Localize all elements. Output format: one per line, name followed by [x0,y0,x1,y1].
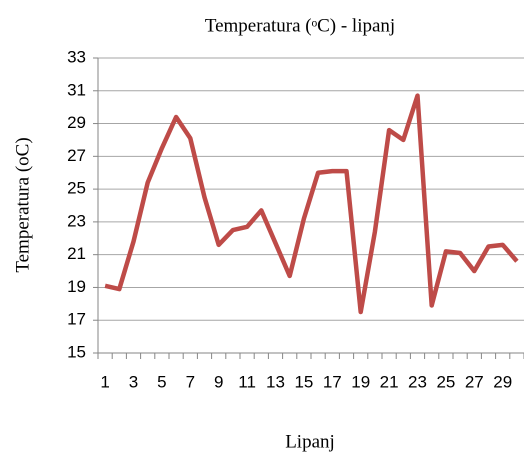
x-tick-label: 5 [157,372,166,391]
y-tick-label: 27 [67,146,86,165]
x-tick-label: 3 [129,372,138,391]
x-tick-label: 25 [436,372,455,391]
x-tick-label: 1 [100,372,109,391]
y-axis-label: Temperatura (oC) [12,137,33,272]
x-tick-label: 11 [238,372,256,391]
y-tick-label: 33 [67,47,86,66]
x-tick-label: 27 [465,372,484,391]
x-tick-label: 23 [408,372,427,391]
x-tick-label: 17 [323,372,342,391]
y-tick-label: 23 [67,211,86,230]
y-tick-label: 25 [67,179,86,198]
x-tick-label: 19 [351,372,370,391]
y-tick-label: 19 [67,277,86,296]
x-tick-label: 9 [214,372,223,391]
x-tick-label: 15 [294,372,313,391]
x-tick-label: 21 [380,372,399,391]
y-tick-label: 21 [67,244,86,263]
chart-title: Temperatura (ᵒC) - lipanj [205,15,395,36]
data-line [104,93,519,315]
x-tick-label: 7 [186,372,195,391]
y-tick-label: 31 [67,80,86,99]
y-tick-label: 15 [67,342,86,361]
x-tick-label: 13 [266,372,285,391]
y-tick-label: 17 [67,310,86,329]
x-axis-label: Lipanj [285,431,335,452]
y-tick-label: 29 [67,113,86,132]
x-tick-label: 29 [493,372,512,391]
